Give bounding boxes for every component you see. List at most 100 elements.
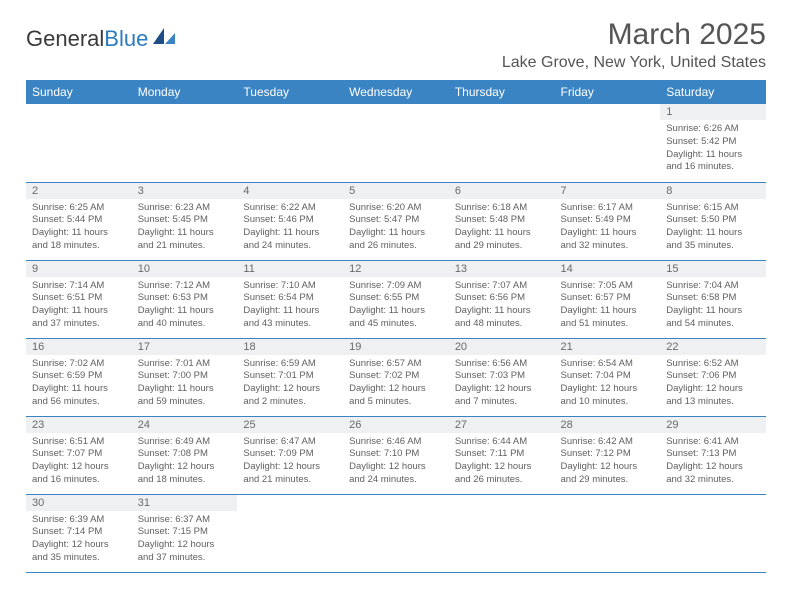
calendar-cell: 4Sunrise: 6:22 AMSunset: 5:46 PMDaylight… (237, 182, 343, 260)
calendar-cell: 9Sunrise: 7:14 AMSunset: 6:51 PMDaylight… (26, 260, 132, 338)
sunrise-text: Sunrise: 6:22 AM (243, 202, 337, 215)
day-details: Sunrise: 6:18 AMSunset: 5:48 PMDaylight:… (449, 199, 555, 257)
calendar-cell: 10Sunrise: 7:12 AMSunset: 6:53 PMDayligh… (132, 260, 238, 338)
calendar-cell (343, 104, 449, 182)
day-header: Sunday (26, 80, 132, 104)
calendar-cell: 13Sunrise: 7:07 AMSunset: 6:56 PMDayligh… (449, 260, 555, 338)
calendar-cell (132, 104, 238, 182)
sunset-text: Sunset: 7:07 PM (32, 448, 126, 461)
day-details: Sunrise: 6:39 AMSunset: 7:14 PMDaylight:… (26, 511, 132, 569)
daylight-text: Daylight: 11 hours and 21 minutes. (138, 227, 232, 253)
day-number: 9 (26, 261, 132, 277)
calendar-cell: 7Sunrise: 6:17 AMSunset: 5:49 PMDaylight… (555, 182, 661, 260)
location-text: Lake Grove, New York, United States (502, 54, 766, 72)
day-details: Sunrise: 6:37 AMSunset: 7:15 PMDaylight:… (132, 511, 238, 569)
day-number: 27 (449, 417, 555, 433)
daylight-text: Daylight: 12 hours and 10 minutes. (561, 383, 655, 409)
day-details: Sunrise: 6:25 AMSunset: 5:44 PMDaylight:… (26, 199, 132, 257)
sunrise-text: Sunrise: 7:07 AM (455, 280, 549, 293)
calendar-cell: 24Sunrise: 6:49 AMSunset: 7:08 PMDayligh… (132, 416, 238, 494)
daylight-text: Daylight: 12 hours and 18 minutes. (138, 461, 232, 487)
daylight-text: Daylight: 12 hours and 29 minutes. (561, 461, 655, 487)
sunset-text: Sunset: 6:55 PM (349, 292, 443, 305)
day-number: 29 (660, 417, 766, 433)
day-number: 6 (449, 183, 555, 199)
day-header: Monday (132, 80, 238, 104)
day-number: 20 (449, 339, 555, 355)
daylight-text: Daylight: 12 hours and 32 minutes. (666, 461, 760, 487)
day-details: Sunrise: 7:14 AMSunset: 6:51 PMDaylight:… (26, 277, 132, 335)
sunrise-text: Sunrise: 6:47 AM (243, 436, 337, 449)
calendar-cell: 26Sunrise: 6:46 AMSunset: 7:10 PMDayligh… (343, 416, 449, 494)
calendar-cell: 6Sunrise: 6:18 AMSunset: 5:48 PMDaylight… (449, 182, 555, 260)
day-details: Sunrise: 7:05 AMSunset: 6:57 PMDaylight:… (555, 277, 661, 335)
sunrise-text: Sunrise: 6:20 AM (349, 202, 443, 215)
daylight-text: Daylight: 12 hours and 16 minutes. (32, 461, 126, 487)
day-number: 14 (555, 261, 661, 277)
daylight-text: Daylight: 11 hours and 37 minutes. (32, 305, 126, 331)
daylight-text: Daylight: 11 hours and 43 minutes. (243, 305, 337, 331)
sunset-text: Sunset: 7:01 PM (243, 370, 337, 383)
calendar-cell: 25Sunrise: 6:47 AMSunset: 7:09 PMDayligh… (237, 416, 343, 494)
day-details: Sunrise: 7:10 AMSunset: 6:54 PMDaylight:… (237, 277, 343, 335)
calendar-cell: 12Sunrise: 7:09 AMSunset: 6:55 PMDayligh… (343, 260, 449, 338)
daylight-text: Daylight: 11 hours and 48 minutes. (455, 305, 549, 331)
day-number: 19 (343, 339, 449, 355)
sunset-text: Sunset: 6:57 PM (561, 292, 655, 305)
calendar-cell: 8Sunrise: 6:15 AMSunset: 5:50 PMDaylight… (660, 182, 766, 260)
daylight-text: Daylight: 12 hours and 37 minutes. (138, 539, 232, 565)
calendar-cell: 11Sunrise: 7:10 AMSunset: 6:54 PMDayligh… (237, 260, 343, 338)
calendar-cell (660, 494, 766, 572)
daylight-text: Daylight: 11 hours and 56 minutes. (32, 383, 126, 409)
calendar-cell (449, 494, 555, 572)
calendar-cell: 15Sunrise: 7:04 AMSunset: 6:58 PMDayligh… (660, 260, 766, 338)
sunrise-text: Sunrise: 7:12 AM (138, 280, 232, 293)
sunrise-text: Sunrise: 7:04 AM (666, 280, 760, 293)
sunrise-text: Sunrise: 6:57 AM (349, 358, 443, 371)
sunset-text: Sunset: 6:59 PM (32, 370, 126, 383)
day-number: 16 (26, 339, 132, 355)
daylight-text: Daylight: 12 hours and 26 minutes. (455, 461, 549, 487)
calendar-cell: 18Sunrise: 6:59 AMSunset: 7:01 PMDayligh… (237, 338, 343, 416)
sunrise-text: Sunrise: 6:26 AM (666, 123, 760, 136)
sunrise-text: Sunrise: 6:23 AM (138, 202, 232, 215)
daylight-text: Daylight: 12 hours and 24 minutes. (349, 461, 443, 487)
day-details: Sunrise: 6:56 AMSunset: 7:03 PMDaylight:… (449, 355, 555, 413)
sunset-text: Sunset: 6:54 PM (243, 292, 337, 305)
sunset-text: Sunset: 7:09 PM (243, 448, 337, 461)
day-number: 23 (26, 417, 132, 433)
calendar-cell (555, 104, 661, 182)
day-number: 1 (660, 104, 766, 120)
sunrise-text: Sunrise: 6:46 AM (349, 436, 443, 449)
sunrise-text: Sunrise: 6:59 AM (243, 358, 337, 371)
calendar-cell: 2Sunrise: 6:25 AMSunset: 5:44 PMDaylight… (26, 182, 132, 260)
brand-part2: Blue (104, 26, 148, 52)
sunset-text: Sunset: 7:13 PM (666, 448, 760, 461)
sunset-text: Sunset: 7:03 PM (455, 370, 549, 383)
calendar-cell: 17Sunrise: 7:01 AMSunset: 7:00 PMDayligh… (132, 338, 238, 416)
daylight-text: Daylight: 11 hours and 32 minutes. (561, 227, 655, 253)
sunrise-text: Sunrise: 6:42 AM (561, 436, 655, 449)
calendar-cell: 27Sunrise: 6:44 AMSunset: 7:11 PMDayligh… (449, 416, 555, 494)
day-details: Sunrise: 6:54 AMSunset: 7:04 PMDaylight:… (555, 355, 661, 413)
calendar-row: 1Sunrise: 6:26 AMSunset: 5:42 PMDaylight… (26, 104, 766, 182)
sunset-text: Sunset: 6:58 PM (666, 292, 760, 305)
sunrise-text: Sunrise: 7:10 AM (243, 280, 337, 293)
sunrise-text: Sunrise: 6:25 AM (32, 202, 126, 215)
sunset-text: Sunset: 7:04 PM (561, 370, 655, 383)
day-number: 3 (132, 183, 238, 199)
day-number: 8 (660, 183, 766, 199)
sunrise-text: Sunrise: 7:14 AM (32, 280, 126, 293)
day-details: Sunrise: 7:01 AMSunset: 7:00 PMDaylight:… (132, 355, 238, 413)
calendar-cell (237, 494, 343, 572)
day-number: 5 (343, 183, 449, 199)
calendar-cell (26, 104, 132, 182)
day-number: 28 (555, 417, 661, 433)
day-number: 11 (237, 261, 343, 277)
sunrise-text: Sunrise: 6:17 AM (561, 202, 655, 215)
sunrise-text: Sunrise: 6:49 AM (138, 436, 232, 449)
sunset-text: Sunset: 7:08 PM (138, 448, 232, 461)
day-number: 13 (449, 261, 555, 277)
sunrise-text: Sunrise: 6:39 AM (32, 514, 126, 527)
sunset-text: Sunset: 6:51 PM (32, 292, 126, 305)
